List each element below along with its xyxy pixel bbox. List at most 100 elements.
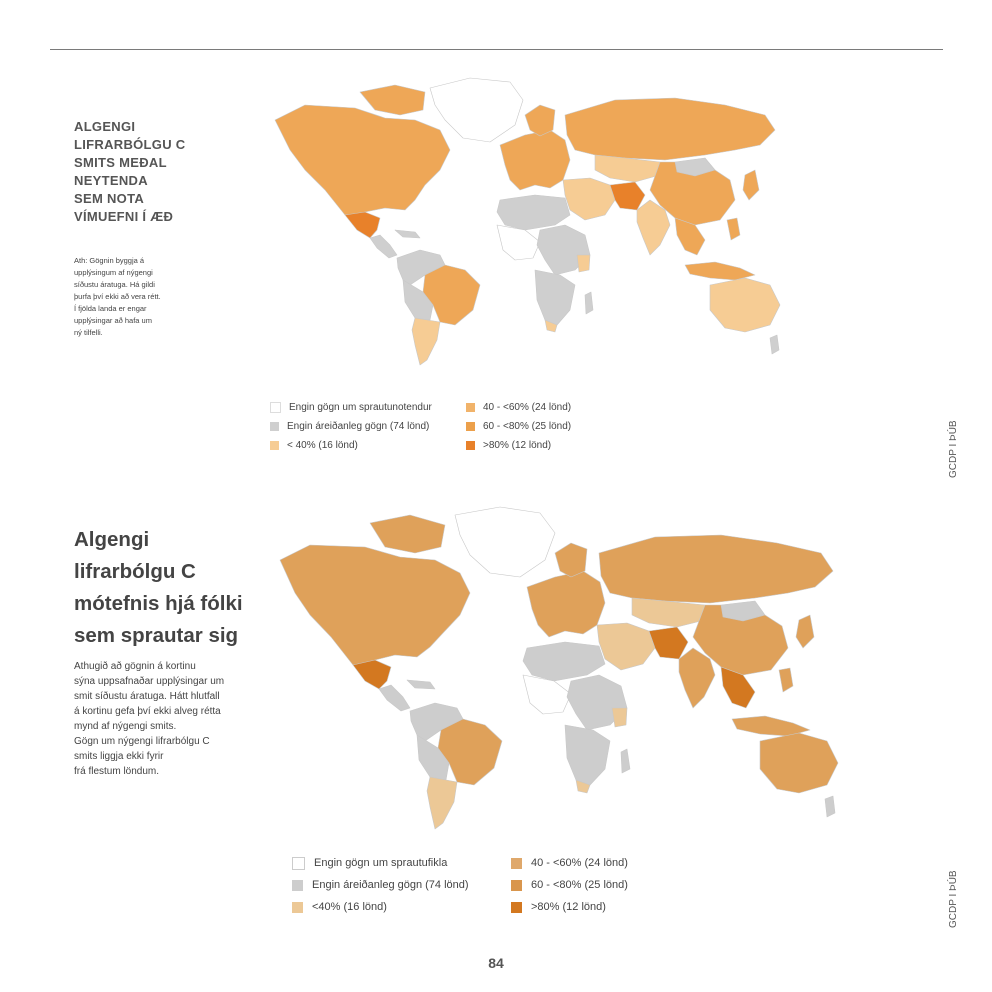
legend-item: >80% (12 lönd) (511, 900, 606, 914)
section1-note: Ath: Gögnin byggja á upplýsingum af nýge… (74, 255, 209, 339)
central-asia-region (594, 154, 661, 183)
section2-note-line: smits liggja ekki fyrir (74, 751, 164, 762)
arctic-islands-region (359, 84, 426, 116)
legend-item: 60 - <80% (25 lönd) (466, 419, 571, 433)
world-map-injection-users (274, 77, 781, 366)
australia-region (709, 277, 781, 333)
middle-east-region (596, 622, 656, 671)
section2-note: Athugið að gögnin á kortinu sýna uppsafn… (74, 659, 274, 779)
legend-label: 40 - <60% (24 lönd) (483, 401, 572, 413)
legend-swatch (466, 421, 475, 431)
legend-swatch (466, 402, 475, 412)
section1-title-line: SMITS MEÐAL (74, 155, 167, 170)
new-zealand-region (769, 334, 780, 355)
section2-title-line: lifrarbólgu C (74, 560, 196, 583)
kenya-region (611, 707, 628, 728)
section2-note-line: frá flestum löndum. (74, 766, 160, 777)
section2-note-line: á kortinu gefa því ekki alveg rétta (74, 706, 221, 717)
scandinavia-region (524, 104, 556, 137)
southeast-asia-region (720, 666, 756, 709)
europe-region (526, 570, 606, 638)
madagascar-region (620, 748, 631, 774)
legend-swatch (466, 440, 475, 450)
section1-title: ALGENGI LIFRARBÓLGU C SMITS MEÐAL NEYTEN… (74, 118, 249, 226)
south-africa-region (544, 319, 558, 333)
europe-region (499, 129, 571, 191)
madagascar-region (584, 291, 594, 315)
section1-title-line: LIFRARBÓLGU C (74, 137, 186, 152)
legend-label: 60 - <80% (25 lönd) (531, 879, 628, 891)
west-africa-region (522, 674, 572, 715)
brazil-region (437, 718, 503, 786)
north-america-region (274, 104, 451, 221)
russia-region (564, 97, 776, 161)
legend-label: >80% (12 lönd) (483, 439, 552, 451)
japan-region (795, 614, 815, 649)
southern-africa-region (564, 724, 611, 786)
section1-title-line: SEM NOTA (74, 191, 145, 206)
north-africa-region (522, 641, 606, 682)
legend-swatch (270, 440, 279, 450)
central-america-region (369, 234, 398, 259)
section1-note-line: ný tilfelli. (74, 328, 103, 337)
legend-label: Engin áreiðanleg gögn (74 lönd) (287, 420, 430, 432)
section1-note-line: þurfa því ekki að vera rétt. (74, 292, 161, 301)
japan-region (742, 169, 760, 201)
andes-region (402, 279, 434, 321)
section1-title-line: ALGENGI (74, 119, 136, 134)
legend-swatch (292, 901, 303, 913)
section1-source-label: GCDP I ÞÚB (948, 420, 959, 478)
north-africa-region (496, 194, 571, 231)
section1-title-line: NEYTENDA (74, 173, 148, 188)
central-asia-region (631, 597, 706, 628)
india-region (636, 199, 671, 256)
southern-cone-region (426, 776, 458, 830)
australia-region (759, 732, 839, 794)
legend-label: Engin áreiðanleg gögn (74 lönd) (312, 879, 469, 891)
caribbean-region (406, 679, 436, 690)
scandinavia-region (554, 542, 588, 578)
legend-swatch (292, 856, 305, 870)
china-region (692, 604, 789, 676)
east-africa-region (566, 674, 628, 731)
page-number: 84 (488, 955, 504, 971)
india-region (678, 647, 716, 709)
section2-note-line: sýna uppsafnaðar upplýsingar um (74, 676, 225, 687)
greenland-region (429, 77, 524, 143)
caribbean-region (394, 229, 421, 239)
philippines-region (778, 667, 794, 693)
section1-note-line: upplýsingar að hafa um (74, 316, 152, 325)
legend-label: 40 - <60% (24 lönd) (531, 857, 628, 869)
legend-swatch (511, 857, 522, 869)
section2-title-line: Algengi (74, 528, 150, 551)
north-america-region (279, 544, 471, 671)
west-africa-region (496, 224, 541, 261)
legend-item: Engin áreiðanleg gögn (74 lönd) (270, 419, 429, 433)
legend-label: <40% (16 lönd) (312, 901, 387, 913)
legend-item: Engin gögn um sprautunotendur (270, 400, 432, 414)
section1-note-line: síðustu áratuga. Há gildi (74, 280, 155, 289)
legend-swatch (292, 879, 303, 891)
world-map-antibody-prevalence (279, 506, 839, 830)
southeast-asia-region (674, 217, 706, 256)
legend-label: Engin gögn um sprautunotendur (289, 401, 432, 413)
arctic-islands-region (369, 514, 446, 554)
legend-item: 40 - <60% (24 lönd) (511, 856, 628, 870)
section2-note-line: smit síðustu áratuga. Hátt hlutfall (74, 691, 220, 702)
legend-item: <40% (16 lönd) (292, 900, 387, 914)
greenland-region (454, 506, 556, 578)
mexico-region (344, 211, 381, 239)
legend-item: 60 - <80% (25 lönd) (511, 878, 628, 892)
legend-item: < 40% (16 lönd) (270, 438, 358, 452)
legend-item: >80% (12 lönd) (466, 438, 551, 452)
legend-item: Engin áreiðanleg gögn (74 lönd) (292, 878, 469, 892)
legend-label: 60 - <80% (25 lönd) (483, 420, 572, 432)
top-divider (50, 49, 943, 50)
south-africa-region (575, 779, 591, 794)
east-africa-region (536, 224, 591, 276)
indonesia-region (684, 261, 756, 281)
mexico-region (352, 659, 392, 690)
new-zealand-region (824, 795, 836, 818)
legend-item: Engin gögn um sprautufikla (292, 856, 447, 870)
section1-note-line: Í fjölda landa er engar (74, 304, 147, 313)
